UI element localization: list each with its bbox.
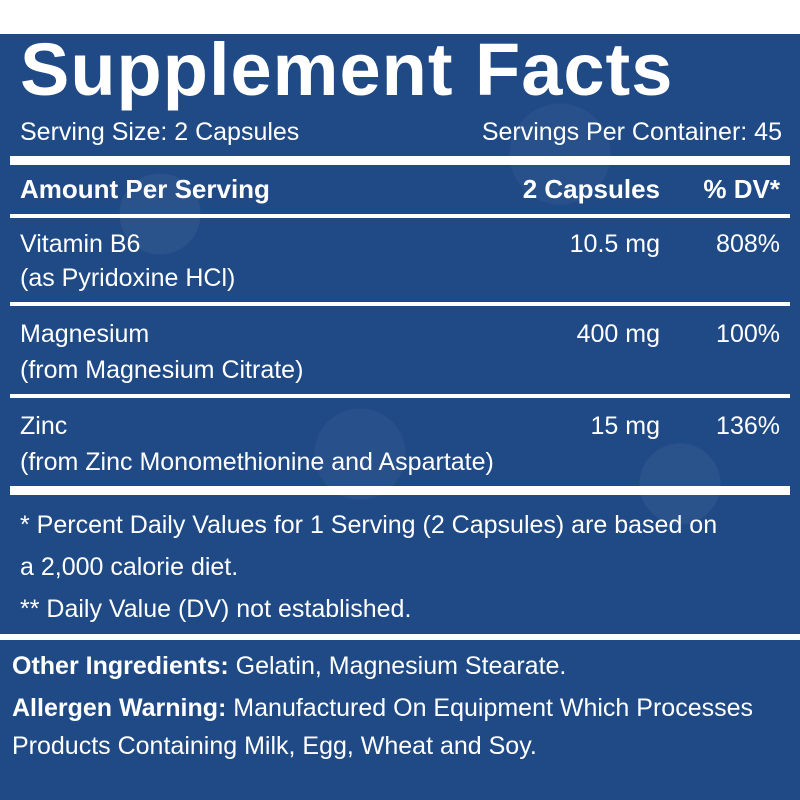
allergen-warning-label: Allergen Warning: [12,694,227,722]
footnote-dv: * Percent Daily Values for 1 Serving (2 … [20,511,718,539]
other-ingredients-text: Gelatin, Magnesium Stearate. [228,652,567,680]
nutrient-name: Vitamin B6 [20,230,141,258]
serving-size: Serving Size: 2 Capsules [20,118,300,146]
thick-divider [10,156,790,165]
nutrient-dv: 808% [716,230,780,258]
footnote-calorie: a 2,000 calorie diet. [20,553,239,581]
nutrient-source: (from Magnesium Citrate) [20,356,304,384]
nutrient-amount: 400 mg [576,320,660,348]
nutrient-name: Zinc [20,412,68,440]
servings-per-container: Servings Per Container: 45 [481,118,782,146]
nutrient-dv: 136% [716,412,780,440]
nutrient-name: Magnesium [20,320,150,348]
nutrient-source: (as Pyridoxine HCl) [20,264,236,292]
nutrient-dv: 100% [716,320,780,348]
header-dv: % DV* [703,174,780,204]
facts-background [0,34,800,634]
thick-divider [10,486,790,495]
nutrient-amount: 15 mg [590,412,660,440]
nutrient-source: (from Zinc Monomethionine and Aspartate) [20,448,494,476]
row-divider [10,394,790,398]
header-capsules: 2 Capsules [522,174,660,204]
header-amount-per-serving: Amount Per Serving [20,174,270,204]
panel-title: Supplement Facts [20,28,674,111]
allergen-warning: Allergen Warning: Manufactured On Equipm… [12,692,792,724]
footnote-not-established: ** Daily Value (DV) not established. [20,595,412,623]
row-divider [10,302,790,306]
allergen-warning-text: Manufactured On Equipment Which Processe… [226,694,753,722]
ingredients-background [0,640,800,800]
other-ingredients-label: Other Ingredients: [12,652,229,680]
other-ingredients: Other Ingredients: Gelatin, Magnesium St… [12,650,792,682]
nutrient-amount: 10.5 mg [569,230,660,258]
header-divider [10,214,790,218]
allergen-warning-continued: Products Containing Milk, Egg, Wheat and… [12,732,537,760]
